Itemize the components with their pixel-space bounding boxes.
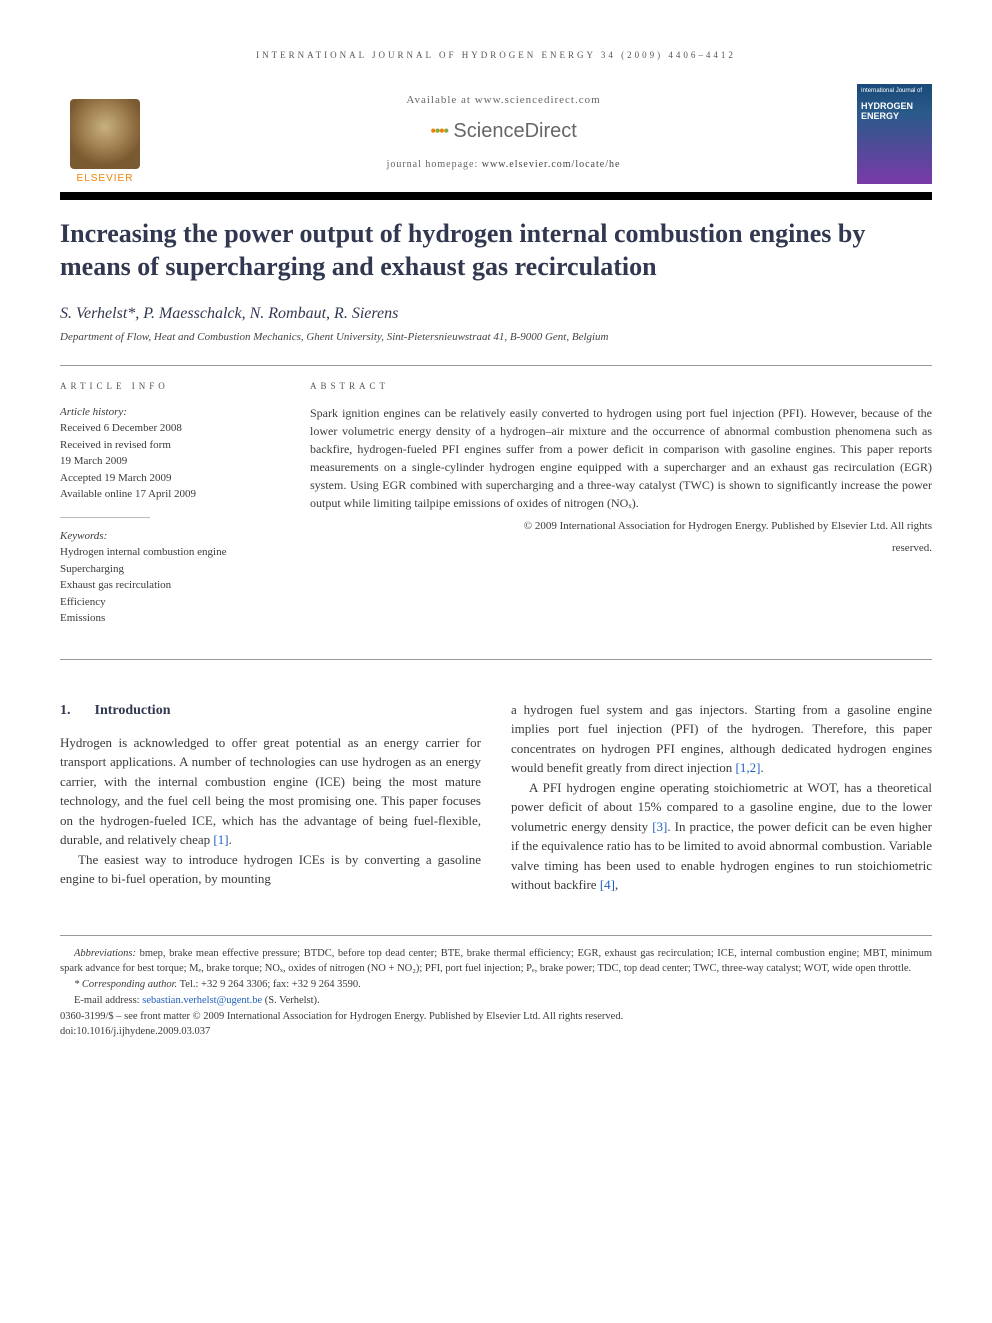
email-label: E-mail address:: [74, 995, 142, 1006]
email-after: (S. Verhelst).: [262, 995, 320, 1006]
copyright-line-2: reserved.: [310, 540, 932, 557]
email-link[interactable]: sebastian.verhelst@ugent.be: [142, 995, 262, 1006]
abbreviations: Abbreviations: bmep, brake mean effectiv…: [60, 946, 932, 978]
keyword: Exhaust gas recirculation: [60, 577, 280, 594]
corresponding-author: * Corresponding author. Tel.: +32 9 264 …: [60, 977, 932, 993]
cover-title: HYDROGEN ENERGY: [861, 102, 928, 122]
authors: S. Verhelst*, P. Maesschalck, N. Rombaut…: [60, 305, 932, 323]
section-heading: 1. Introduction: [60, 700, 481, 721]
section-title: Introduction: [95, 703, 171, 718]
keywords-heading: Keywords:: [60, 528, 280, 545]
keyword: Supercharging: [60, 561, 280, 578]
sd-dots-icon: ••••: [430, 121, 447, 142]
history-line: 19 March 2009: [60, 453, 280, 470]
citation-link[interactable]: [1,2]: [736, 760, 761, 775]
available-at: Available at www.sciencedirect.com: [162, 94, 845, 106]
article-history: Article history: Received 6 December 200…: [60, 404, 280, 503]
section-number: 1.: [60, 703, 71, 718]
elsevier-text: ELSEVIER: [77, 173, 134, 184]
article-title: Increasing the power output of hydrogen …: [60, 218, 932, 283]
header-center: Available at www.sciencedirect.com •••• …: [162, 84, 845, 170]
email-line: E-mail address: sebastian.verhelst@ugent…: [60, 993, 932, 1009]
paragraph: A PFI hydrogen engine operating stoichio…: [511, 778, 932, 895]
homepage-url[interactable]: www.elsevier.com/locate/he: [482, 159, 621, 170]
footer-block: Abbreviations: bmep, brake mean effectiv…: [60, 935, 932, 1041]
article-info-column: ARTICLE INFO Article history: Received 6…: [60, 380, 280, 641]
abbrev-label: Abbreviations:: [74, 948, 136, 959]
running-header: INTERNATIONAL JOURNAL OF HYDROGEN ENERGY…: [60, 50, 932, 60]
doi-line: doi:10.1016/j.ijhydene.2009.03.037: [60, 1024, 932, 1040]
keyword: Efficiency: [60, 594, 280, 611]
affiliation: Department of Flow, Heat and Combustion …: [60, 331, 932, 343]
journal-homepage: journal homepage: www.elsevier.com/locat…: [162, 159, 845, 170]
issn-line: 0360-3199/$ – see front matter © 2009 In…: [60, 1009, 932, 1025]
keyword: Hydrogen internal combustion engine: [60, 544, 280, 561]
abstract-column: ABSTRACT Spark ignition engines can be r…: [310, 380, 932, 641]
cover-small-text: International Journal of: [861, 88, 928, 94]
elsevier-tree-icon: [70, 99, 140, 169]
sd-brand-text: ScienceDirect: [453, 120, 576, 143]
elsevier-logo: ELSEVIER: [60, 84, 150, 184]
journal-cover-thumbnail: International Journal of HYDROGEN ENERGY: [857, 84, 932, 184]
paragraph: a hydrogen fuel system and gas injectors…: [511, 700, 932, 778]
homepage-label: journal homepage:: [387, 159, 482, 170]
copyright-line-1: © 2009 International Association for Hyd…: [310, 518, 932, 535]
body-columns: 1. Introduction Hydrogen is acknowledged …: [60, 700, 932, 895]
history-heading: Article history:: [60, 404, 280, 421]
history-line: Available online 17 April 2009: [60, 486, 280, 503]
corresp-label: * Corresponding author.: [74, 979, 177, 990]
history-line: Received 6 December 2008: [60, 420, 280, 437]
citation-link[interactable]: [1]: [213, 832, 228, 847]
info-divider: [60, 517, 150, 518]
abbrev-text: bmep, brake mean effective pressure; BTD…: [60, 948, 932, 975]
info-abstract-block: ARTICLE INFO Article history: Received 6…: [60, 365, 932, 660]
keyword: Emissions: [60, 610, 280, 627]
paragraph: The easiest way to introduce hydrogen IC…: [60, 850, 481, 889]
body-col-right: a hydrogen fuel system and gas injectors…: [511, 700, 932, 895]
citation-link[interactable]: [3]: [652, 819, 667, 834]
body-col-left: 1. Introduction Hydrogen is acknowledged …: [60, 700, 481, 895]
sciencedirect-logo: •••• ScienceDirect: [430, 120, 577, 143]
article-info-label: ARTICLE INFO: [60, 380, 280, 394]
abstract-text: Spark ignition engines can be relatively…: [310, 404, 932, 512]
journal-header-block: ELSEVIER Available at www.sciencedirect.…: [60, 84, 932, 184]
history-line: Accepted 19 March 2009: [60, 470, 280, 487]
abstract-label: ABSTRACT: [310, 380, 932, 394]
title-rule: [60, 192, 932, 200]
history-line: Received in revised form: [60, 437, 280, 454]
corresp-text: Tel.: +32 9 264 3306; fax: +32 9 264 359…: [177, 979, 361, 990]
citation-link[interactable]: [4]: [600, 877, 615, 892]
keywords-block: Keywords: Hydrogen internal combustion e…: [60, 528, 280, 627]
paragraph: Hydrogen is acknowledged to offer great …: [60, 733, 481, 850]
